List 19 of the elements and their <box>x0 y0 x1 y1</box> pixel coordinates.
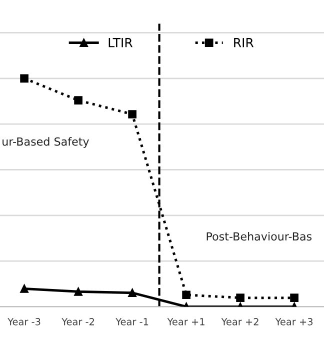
annotation: Post-Behaviour-Bas <box>206 232 312 241</box>
point <box>182 290 190 300</box>
x-tick-label: Year -1 <box>116 318 148 326</box>
legend-label: LTIR <box>108 38 132 48</box>
point <box>290 294 298 302</box>
point <box>128 288 136 297</box>
annotation: ur-Based Safety <box>2 137 89 148</box>
x-tick-label: Year +3 <box>275 318 313 326</box>
point <box>20 74 28 83</box>
point <box>74 288 82 296</box>
x-tick-label: Year -2 <box>62 318 94 326</box>
point <box>20 284 28 293</box>
point <box>236 294 244 302</box>
x-tick-label: Year -3 <box>8 318 40 326</box>
x-tick-label: Year +1 <box>167 318 204 326</box>
point <box>74 96 82 104</box>
legend-label: RIR <box>234 38 254 48</box>
x-tick-label: Year +2 <box>221 318 258 326</box>
point <box>128 110 136 118</box>
